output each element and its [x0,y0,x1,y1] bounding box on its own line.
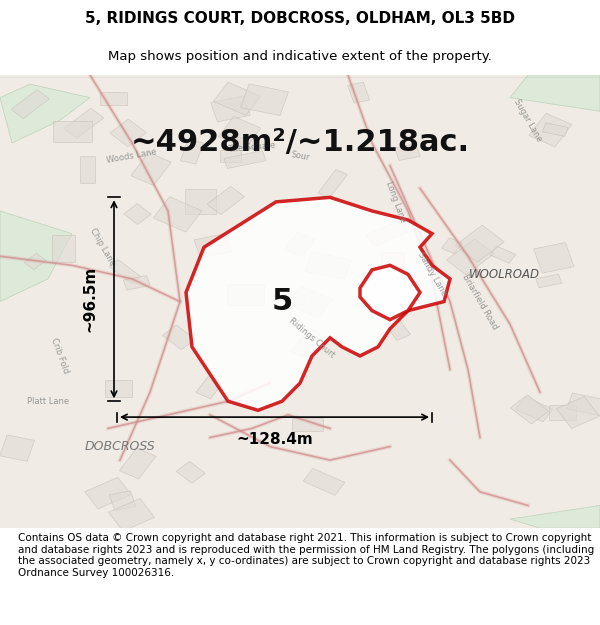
FancyBboxPatch shape [85,478,131,509]
FancyBboxPatch shape [455,225,504,262]
Text: Woods Lane: Woods Lane [106,148,158,166]
FancyBboxPatch shape [280,291,307,306]
Text: ~96.5m: ~96.5m [83,266,97,332]
Text: Briarfield Road: Briarfield Road [460,272,500,331]
FancyBboxPatch shape [515,397,553,422]
FancyBboxPatch shape [196,376,223,399]
FancyBboxPatch shape [227,284,264,305]
FancyBboxPatch shape [53,121,92,142]
Text: ~128.4m: ~128.4m [236,432,313,447]
FancyBboxPatch shape [536,274,562,288]
FancyBboxPatch shape [124,204,151,224]
Text: ~4928m²/~1.218ac.: ~4928m²/~1.218ac. [130,129,470,158]
Text: The Square: The Square [227,141,277,154]
FancyBboxPatch shape [533,242,574,273]
Text: WOOLROAD: WOOLROAD [469,268,539,281]
FancyBboxPatch shape [11,90,49,119]
FancyBboxPatch shape [119,448,156,479]
FancyBboxPatch shape [395,144,420,161]
Text: 5, RIDINGS COURT, DOBCROSS, OLDHAM, OL3 5BD: 5, RIDINGS COURT, DOBCROSS, OLDHAM, OL3 … [85,11,515,26]
Text: Platt Lane: Platt Lane [27,397,69,406]
FancyBboxPatch shape [185,189,217,214]
FancyBboxPatch shape [104,380,132,397]
FancyBboxPatch shape [510,395,549,424]
FancyBboxPatch shape [220,149,241,162]
FancyBboxPatch shape [110,119,146,147]
Text: Sour: Sour [290,151,310,162]
FancyBboxPatch shape [490,246,516,263]
FancyBboxPatch shape [109,491,136,511]
FancyBboxPatch shape [52,235,75,262]
FancyBboxPatch shape [211,96,250,122]
FancyBboxPatch shape [446,239,494,275]
FancyBboxPatch shape [207,186,244,214]
FancyBboxPatch shape [176,461,205,483]
Text: Chip Lane: Chip Lane [88,227,116,268]
FancyBboxPatch shape [154,197,202,232]
Polygon shape [0,84,90,143]
FancyBboxPatch shape [194,234,232,258]
Text: Sugar Lane: Sugar Lane [512,98,544,143]
FancyBboxPatch shape [366,221,407,246]
FancyBboxPatch shape [0,435,35,461]
Text: Map shows position and indicative extent of the property.: Map shows position and indicative extent… [108,50,492,62]
Polygon shape [510,75,600,111]
Polygon shape [360,265,420,319]
Polygon shape [0,211,72,301]
FancyBboxPatch shape [291,329,320,357]
FancyBboxPatch shape [238,137,259,148]
Polygon shape [510,506,600,528]
FancyBboxPatch shape [303,468,345,495]
Text: DOBCROSS: DOBCROSS [85,440,155,453]
FancyBboxPatch shape [442,238,462,254]
FancyBboxPatch shape [224,151,266,169]
FancyBboxPatch shape [385,319,410,341]
Text: Ridings Court: Ridings Court [287,316,337,359]
Polygon shape [186,198,450,410]
FancyBboxPatch shape [287,286,332,318]
FancyBboxPatch shape [124,276,150,290]
FancyBboxPatch shape [241,84,289,116]
FancyBboxPatch shape [163,325,195,350]
Text: Crib Fold: Crib Fold [49,337,71,375]
FancyBboxPatch shape [347,82,370,103]
FancyBboxPatch shape [64,108,104,138]
FancyBboxPatch shape [109,259,141,284]
FancyBboxPatch shape [566,393,600,417]
FancyBboxPatch shape [292,418,323,431]
FancyBboxPatch shape [382,252,404,278]
FancyBboxPatch shape [318,169,347,198]
FancyBboxPatch shape [181,140,203,164]
FancyBboxPatch shape [305,252,352,279]
FancyBboxPatch shape [556,396,599,429]
Text: 5: 5 [271,287,293,316]
FancyBboxPatch shape [100,91,127,106]
FancyBboxPatch shape [285,232,315,257]
FancyBboxPatch shape [548,405,575,420]
FancyBboxPatch shape [529,113,572,147]
FancyBboxPatch shape [218,116,260,148]
Text: Long Lane: Long Lane [385,180,407,224]
FancyBboxPatch shape [109,499,155,531]
FancyBboxPatch shape [131,152,171,186]
Text: Contains OS data © Crown copyright and database right 2021. This information is : Contains OS data © Crown copyright and d… [18,533,594,578]
FancyBboxPatch shape [214,82,260,116]
FancyBboxPatch shape [80,156,95,182]
FancyBboxPatch shape [542,123,568,136]
Text: Sandy Lane: Sandy Lane [416,251,448,298]
FancyBboxPatch shape [24,253,46,269]
